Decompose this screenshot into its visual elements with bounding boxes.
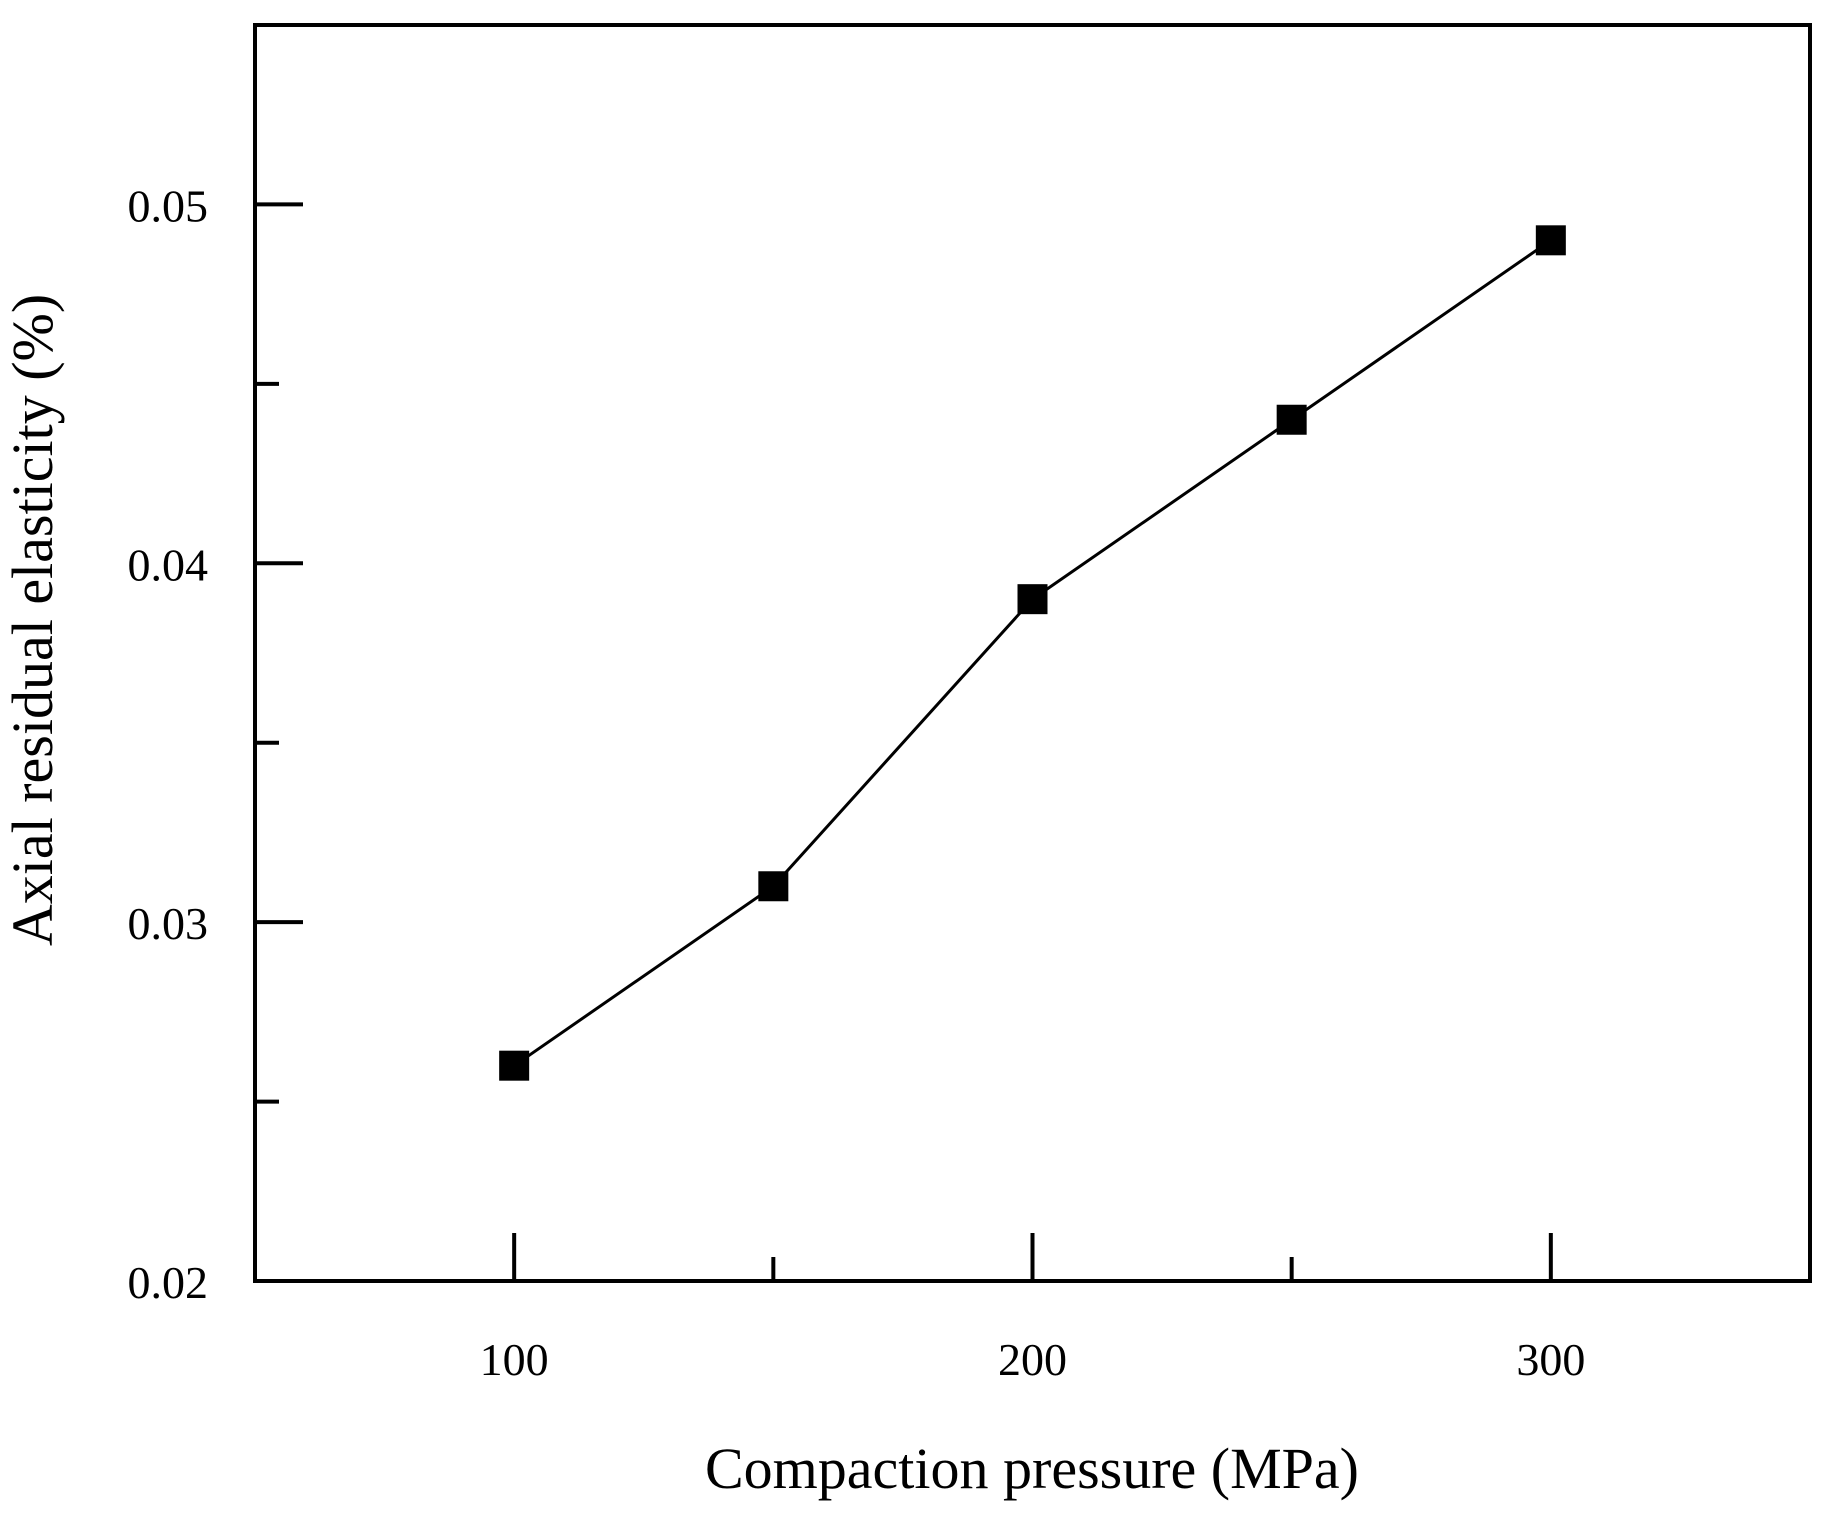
- y-tick-label: 0.03: [128, 898, 209, 949]
- plot-area: [253, 23, 1812, 1283]
- x-tick-labels: 100 200 300: [480, 1334, 1586, 1385]
- plot-frame: [253, 23, 1812, 1283]
- y-axis-title: Axial residual elasticity (%): [0, 294, 65, 946]
- data-point-150: [758, 871, 789, 902]
- axis-ticks: [255, 202, 1553, 1283]
- data-point-300: [1535, 225, 1566, 256]
- y-tick-label: 0.04: [128, 539, 209, 590]
- data-point-200: [1017, 584, 1048, 615]
- x-tick-label: 300: [1516, 1334, 1585, 1385]
- x-tick-label: 200: [998, 1334, 1067, 1385]
- series-markers: [499, 225, 1566, 1081]
- y-tick-labels: 0.02 0.03 0.04 0.05: [128, 180, 209, 1308]
- series-line: [513, 239, 1552, 1067]
- y-tick-label: 0.05: [128, 180, 209, 231]
- data-point-100: [499, 1050, 530, 1081]
- data-point-250: [1276, 404, 1307, 435]
- x-tick-label: 100: [480, 1334, 549, 1385]
- y-tick-label: 0.02: [128, 1257, 209, 1308]
- x-axis-title: Compaction pressure (MPa): [705, 1436, 1359, 1501]
